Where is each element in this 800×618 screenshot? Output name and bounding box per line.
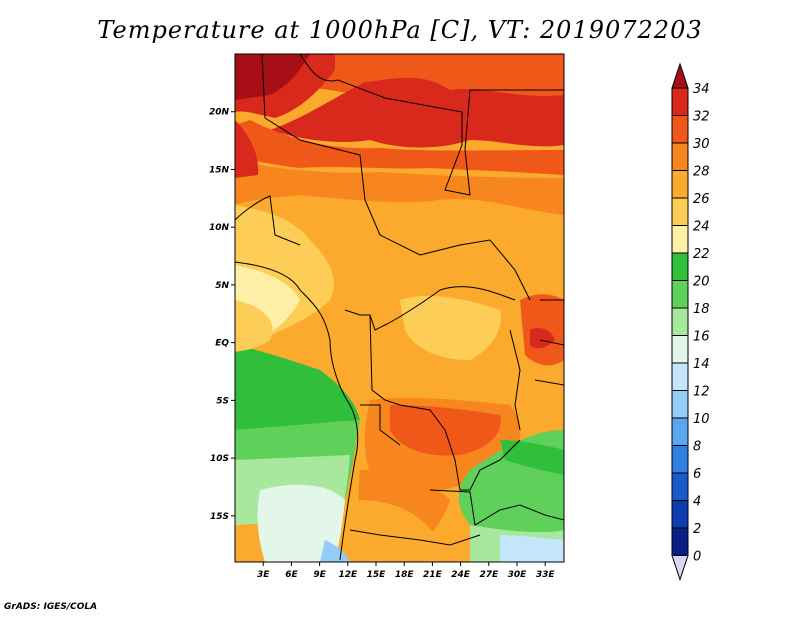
lon-tick-label: 12E [338, 570, 358, 580]
colorbar-swatch [671, 225, 689, 254]
colorbar-swatch [671, 280, 689, 309]
temperature-field [235, 54, 564, 562]
colorbar-swatch [671, 472, 689, 501]
colorbar-swatch [671, 445, 689, 474]
colorbar-label: 8 [693, 440, 701, 455]
lat-tick-label: 5N [215, 281, 229, 291]
colorbar-label: 16 [693, 330, 710, 345]
colorbar-label: 4 [693, 495, 701, 510]
colorbar-label: 12 [693, 385, 710, 400]
colorbar-swatch [671, 500, 689, 529]
colorbar-swatch [671, 527, 689, 556]
colorbar-label: 32 [693, 110, 710, 125]
colorbar-label: 28 [693, 165, 710, 180]
map-title: Temperature at 1000hPa [C], VT: 20190722… [97, 16, 703, 44]
colorbar-over-triangle [671, 62, 689, 89]
colorbar-label: 22 [693, 247, 710, 262]
colorbar-label: 34 [693, 82, 710, 97]
lon-tick-label: 30E [508, 570, 528, 580]
lon-tick-label: 33E [536, 570, 556, 580]
latitude-axis: 20N 15N 10N 5N EQ 5S 10S 15S [209, 108, 235, 522]
lon-tick-label: 21E [423, 570, 443, 580]
lon-tick-label: 18E [395, 570, 415, 580]
map-frame [234, 53, 565, 563]
colorbar-label: 10 [693, 412, 710, 427]
colorbar-swatch [671, 115, 689, 144]
colorbar-swatch [671, 252, 689, 281]
colorbar-swatch [671, 142, 689, 171]
colorbar-swatch [671, 197, 689, 226]
lon-tick-label: 3E [257, 570, 270, 580]
colorbar-swatch [671, 307, 689, 336]
grads-credit: GrADS: IGES/COLA [4, 602, 98, 612]
colorbar-label: 0 [693, 550, 701, 565]
colorbar-swatch [671, 335, 689, 364]
colorbar-label: 14 [693, 357, 710, 372]
lat-tick-label: EQ [215, 339, 229, 349]
longitude-axis: 3E 6E 9E 12E 15E 18E 21E 24E 27E 30E 33E [257, 562, 555, 580]
colorbar-label: 20 [693, 275, 710, 290]
colorbar-label: 18 [693, 302, 710, 317]
lon-tick-label: 27E [479, 570, 499, 580]
lat-tick-label: 20N [209, 108, 230, 118]
lat-tick-label: 15S [210, 512, 229, 522]
lat-tick-label: 10S [210, 454, 229, 464]
colorbar-swatch [671, 87, 689, 116]
colorbar-label: 30 [693, 137, 710, 152]
lat-tick-label: 5S [216, 396, 229, 406]
colorbar-swatch [671, 417, 689, 446]
lat-tick-label: 15N [209, 165, 230, 175]
colorbar-label: 24 [693, 220, 710, 235]
lon-tick-label: 9E [313, 570, 326, 580]
country-borders [235, 54, 564, 561]
colorbar-label: 26 [693, 192, 710, 207]
lon-tick-label: 15E [367, 570, 387, 580]
lon-tick-label: 24E [451, 570, 471, 580]
colorbar-swatch [671, 390, 689, 419]
colorbar-label: 6 [693, 467, 701, 482]
lat-tick-label: 10N [209, 223, 230, 233]
colorbar-label: 2 [693, 522, 701, 537]
colorbar-swatch [671, 170, 689, 199]
lon-tick-label: 6E [285, 570, 298, 580]
colorbar-under-triangle [671, 555, 689, 582]
colorbar-swatch [671, 362, 689, 391]
